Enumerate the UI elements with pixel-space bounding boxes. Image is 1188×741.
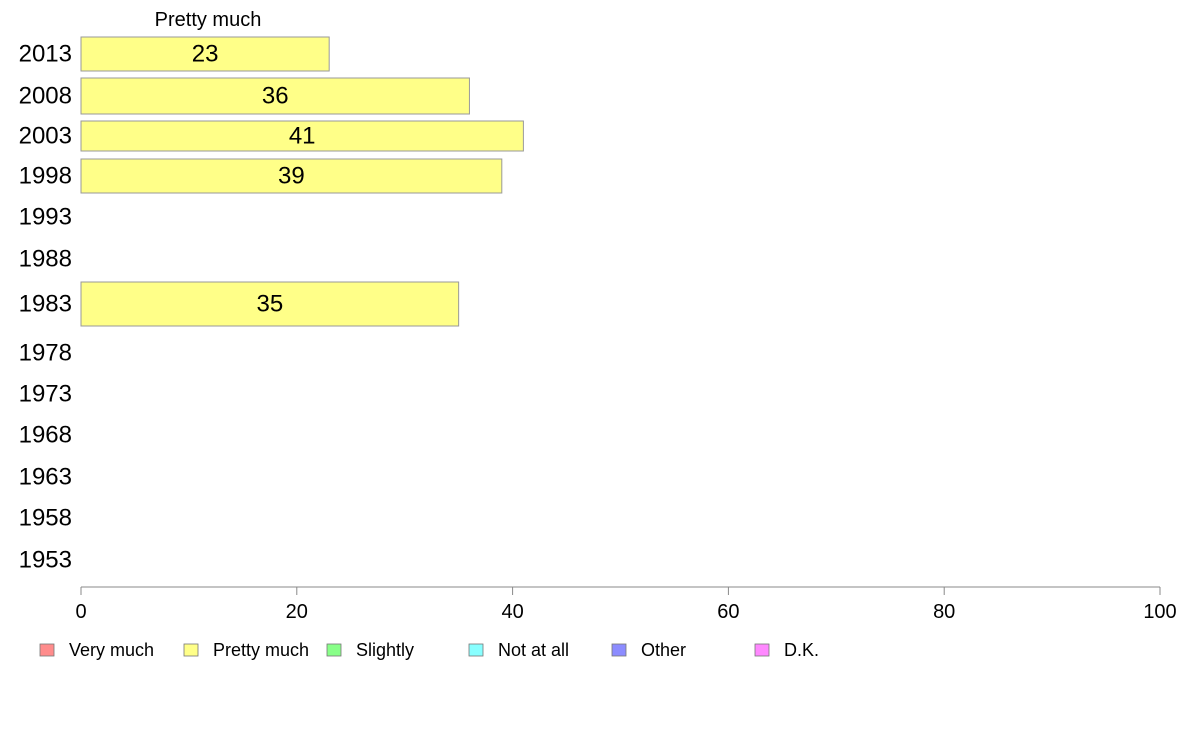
- category-label: 1978: [19, 340, 72, 367]
- category-label: 1998: [19, 163, 72, 190]
- legend-swatch: [611, 643, 627, 657]
- bar: [80, 281, 460, 327]
- legend-swatch: [468, 643, 484, 657]
- legend-label: Pretty much: [213, 640, 309, 660]
- legend-label: Not at all: [498, 640, 569, 660]
- category-label: 1953: [19, 547, 72, 574]
- bar-value-label: 36: [262, 83, 289, 110]
- bar-value-label: 39: [278, 163, 305, 190]
- bar: [80, 36, 330, 72]
- x-tick-label: 40: [501, 601, 523, 623]
- x-axis: 0 20 40 60 80 100: [75, 586, 1177, 623]
- category-label: 1968: [19, 422, 72, 449]
- legend-swatch: [39, 643, 55, 657]
- category-label: 2013: [19, 41, 72, 68]
- x-tick-label: 20: [286, 601, 308, 623]
- category-label: 1963: [19, 464, 72, 491]
- category-label: 1993: [19, 204, 72, 231]
- legend-label: Very much: [69, 640, 154, 660]
- legend-swatch: [754, 643, 770, 657]
- category-label: 1988: [19, 246, 72, 273]
- bar-value-label: 41: [289, 123, 316, 150]
- bar: [80, 120, 524, 152]
- legend: Very much Pretty much Slightly Not at all Ot…: [39, 640, 819, 660]
- bar-value-label: 35: [256, 291, 283, 318]
- series-label: Pretty much: [155, 9, 262, 31]
- category-label: 1973: [19, 381, 72, 408]
- legend-label: Slightly: [356, 640, 414, 660]
- category-label: 1958: [19, 505, 72, 532]
- category-label: 2008: [19, 83, 72, 110]
- category-label: 2003: [19, 123, 72, 150]
- bar-value-label: 23: [192, 41, 219, 68]
- category-label: 1983: [19, 291, 72, 318]
- legend-swatch: [183, 643, 199, 657]
- bar: [80, 158, 503, 194]
- legend-swatch: [326, 643, 342, 657]
- legend-label: Other: [641, 640, 686, 660]
- x-tick-label: 80: [933, 601, 955, 623]
- legend-label: D.K.: [784, 640, 819, 660]
- x-tick-label: 0: [75, 601, 86, 623]
- category-labels: 2013 2008 2003 1998 1993 1988 1983 1978 1973 1968…: [19, 41, 72, 574]
- x-tick-label: 60: [717, 601, 739, 623]
- x-tick-label: 100: [1143, 601, 1176, 623]
- bar: [80, 77, 470, 115]
